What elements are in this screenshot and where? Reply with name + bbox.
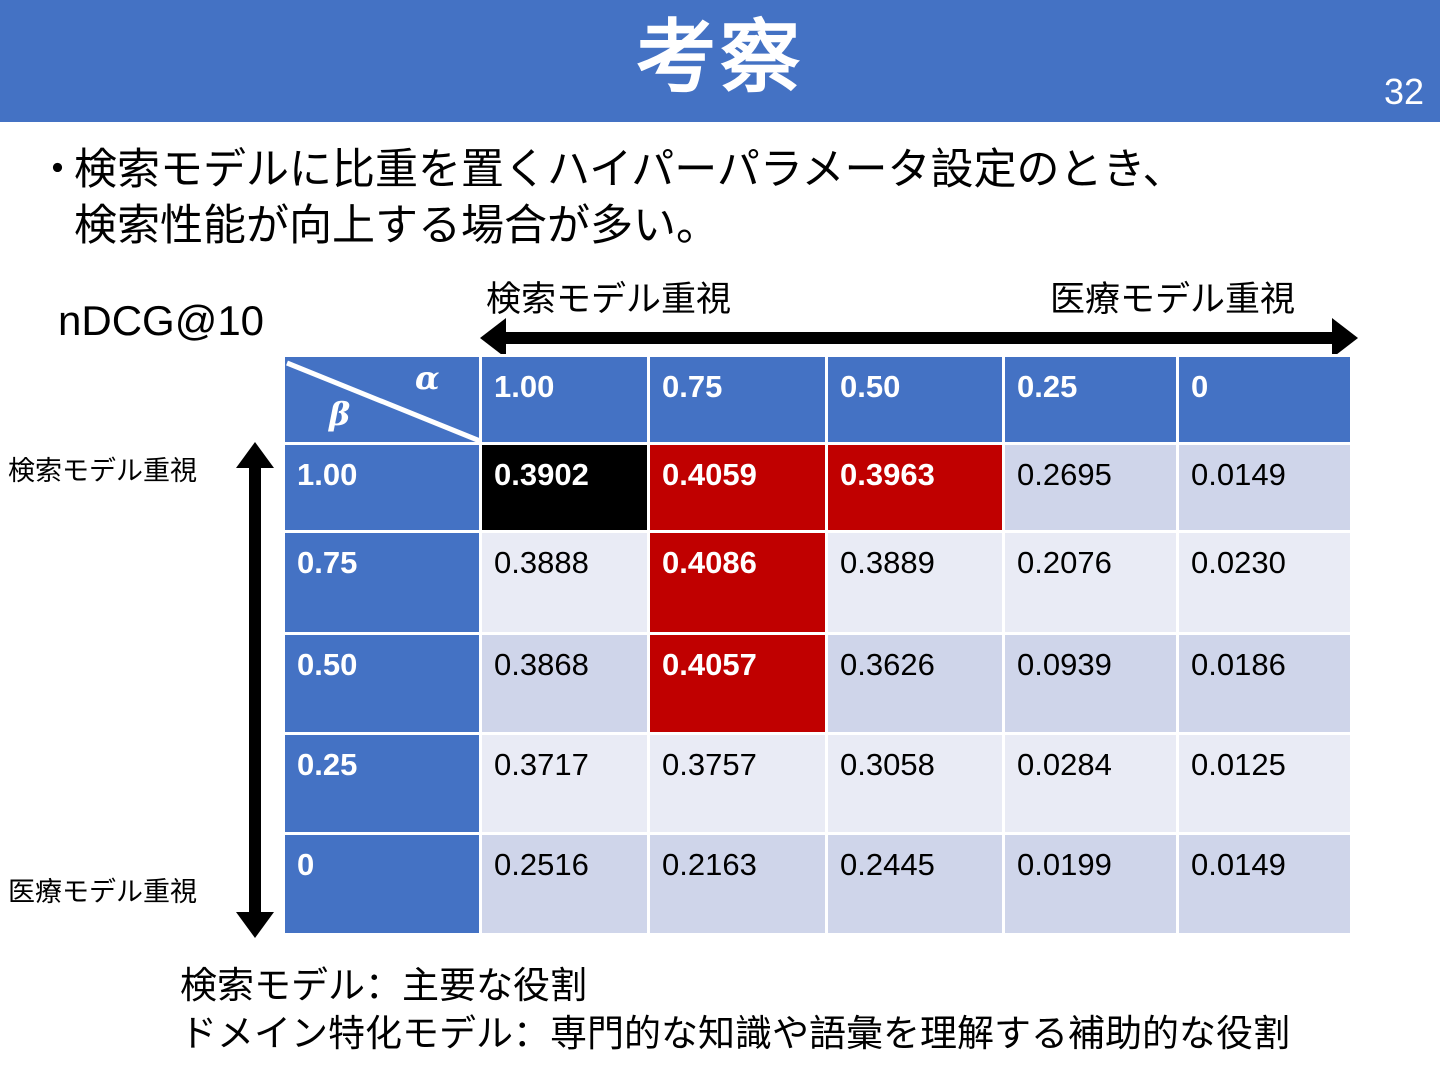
note-line-1: 検索モデル：主要な役割 xyxy=(180,964,587,1007)
notes: 検索モデル：主要な役割 ドメイン特化モデル：専門的な知識や語彙を理解する補助的な… xyxy=(180,962,1290,1058)
column-header: 0.25 xyxy=(1002,354,1179,445)
bullet-mark: ・ xyxy=(36,145,79,195)
title-bar: 考察 32 xyxy=(0,0,1440,122)
vertical-double-arrow xyxy=(236,442,274,938)
table-cell: 0.3889 xyxy=(825,530,1005,635)
table-row: 0.75 0.3888 0.4086 0.3889 0.2076 0.0230 xyxy=(282,530,1353,635)
bullet-line-1: 検索モデルに比重を置くハイパーパラメータ設定のとき、 xyxy=(74,145,1186,195)
beta-symbol: β xyxy=(329,395,351,433)
table-cell: 0.3902 xyxy=(479,442,650,533)
table-cell: 0.3717 xyxy=(479,732,650,835)
bullet-line-2: 検索性能が向上する場合が多い。 xyxy=(74,201,719,251)
table-cell: 0.3868 xyxy=(479,632,650,735)
table-cell: 0.3626 xyxy=(825,632,1005,735)
table-cell: 0.2695 xyxy=(1002,442,1179,533)
table-cell: 0.3757 xyxy=(647,732,828,835)
horizontal-double-arrow xyxy=(480,318,1358,358)
vertical-axis-top-label: 検索モデル重視 xyxy=(8,456,197,487)
table-cell: 0.0186 xyxy=(1176,632,1353,735)
page-number: 32 xyxy=(1383,71,1424,112)
table-cell: 0.2076 xyxy=(1002,530,1179,635)
row-header: 0.25 xyxy=(282,732,482,835)
row-header: 0.50 xyxy=(282,632,482,735)
table-cell: 0.3963 xyxy=(825,442,1005,533)
column-header: 0 xyxy=(1176,354,1353,445)
table-cell: 0.2445 xyxy=(825,832,1005,936)
ndcg-table: α β 1.00 0.75 0.50 0.25 0 1.00 0.3902 0.40… xyxy=(282,354,1353,936)
metric-label: nDCG@10 xyxy=(58,297,265,344)
table-row: 1.00 0.3902 0.4059 0.3963 0.2695 0.0149 xyxy=(282,442,1353,533)
horizontal-axis-left-label: 検索モデル重視 xyxy=(486,280,732,320)
table-row: 0.25 0.3717 0.3757 0.3058 0.0284 0.0125 xyxy=(282,732,1353,835)
table-cell: 0.2516 xyxy=(479,832,650,936)
table-row: 0 0.2516 0.2163 0.2445 0.0199 0.0149 xyxy=(282,832,1353,936)
vertical-axis-bottom-label: 医療モデル重視 xyxy=(8,877,197,908)
row-header: 1.00 xyxy=(282,442,482,533)
column-header: 0.75 xyxy=(647,354,828,445)
table-cell: 0.4059 xyxy=(647,442,828,533)
table-cell: 0.0230 xyxy=(1176,530,1353,635)
table-cell: 0.4057 xyxy=(647,632,828,735)
table-cell: 0.2163 xyxy=(647,832,828,936)
table-cell: 0.0939 xyxy=(1002,632,1179,735)
table-cell: 0.0284 xyxy=(1002,732,1179,835)
table-cell: 0.0149 xyxy=(1176,832,1353,936)
corner-diagonal xyxy=(286,360,481,444)
row-header: 0 xyxy=(282,832,482,936)
row-header: 0.75 xyxy=(282,530,482,635)
note-line-2: ドメイン特化モデル：専門的な知識や語彙を理解する補助的な役割 xyxy=(180,1012,1290,1055)
slide-title: 考察 xyxy=(636,11,804,104)
header-row: α β 1.00 0.75 0.50 0.25 0 xyxy=(282,354,1353,445)
column-header: 0.50 xyxy=(825,354,1005,445)
table-row: 0.50 0.3868 0.4057 0.3626 0.0939 0.0186 xyxy=(282,632,1353,735)
alpha-symbol: α xyxy=(415,359,440,397)
bullet-point: ・ 検索モデルに比重を置くハイパーパラメータ設定のとき、 検索性能が向上する場合… xyxy=(36,142,1426,254)
table-cell: 0.3058 xyxy=(825,732,1005,835)
table-cell: 0.0199 xyxy=(1002,832,1179,936)
corner-cell: α β xyxy=(282,354,482,445)
column-header: 1.00 xyxy=(479,354,650,445)
table-cell: 0.0149 xyxy=(1176,442,1353,533)
table-cell: 0.3888 xyxy=(479,530,650,635)
horizontal-axis-right-label: 医療モデル重視 xyxy=(1050,280,1296,320)
table-cell: 0.4086 xyxy=(647,530,828,635)
table-cell: 0.0125 xyxy=(1176,732,1353,835)
